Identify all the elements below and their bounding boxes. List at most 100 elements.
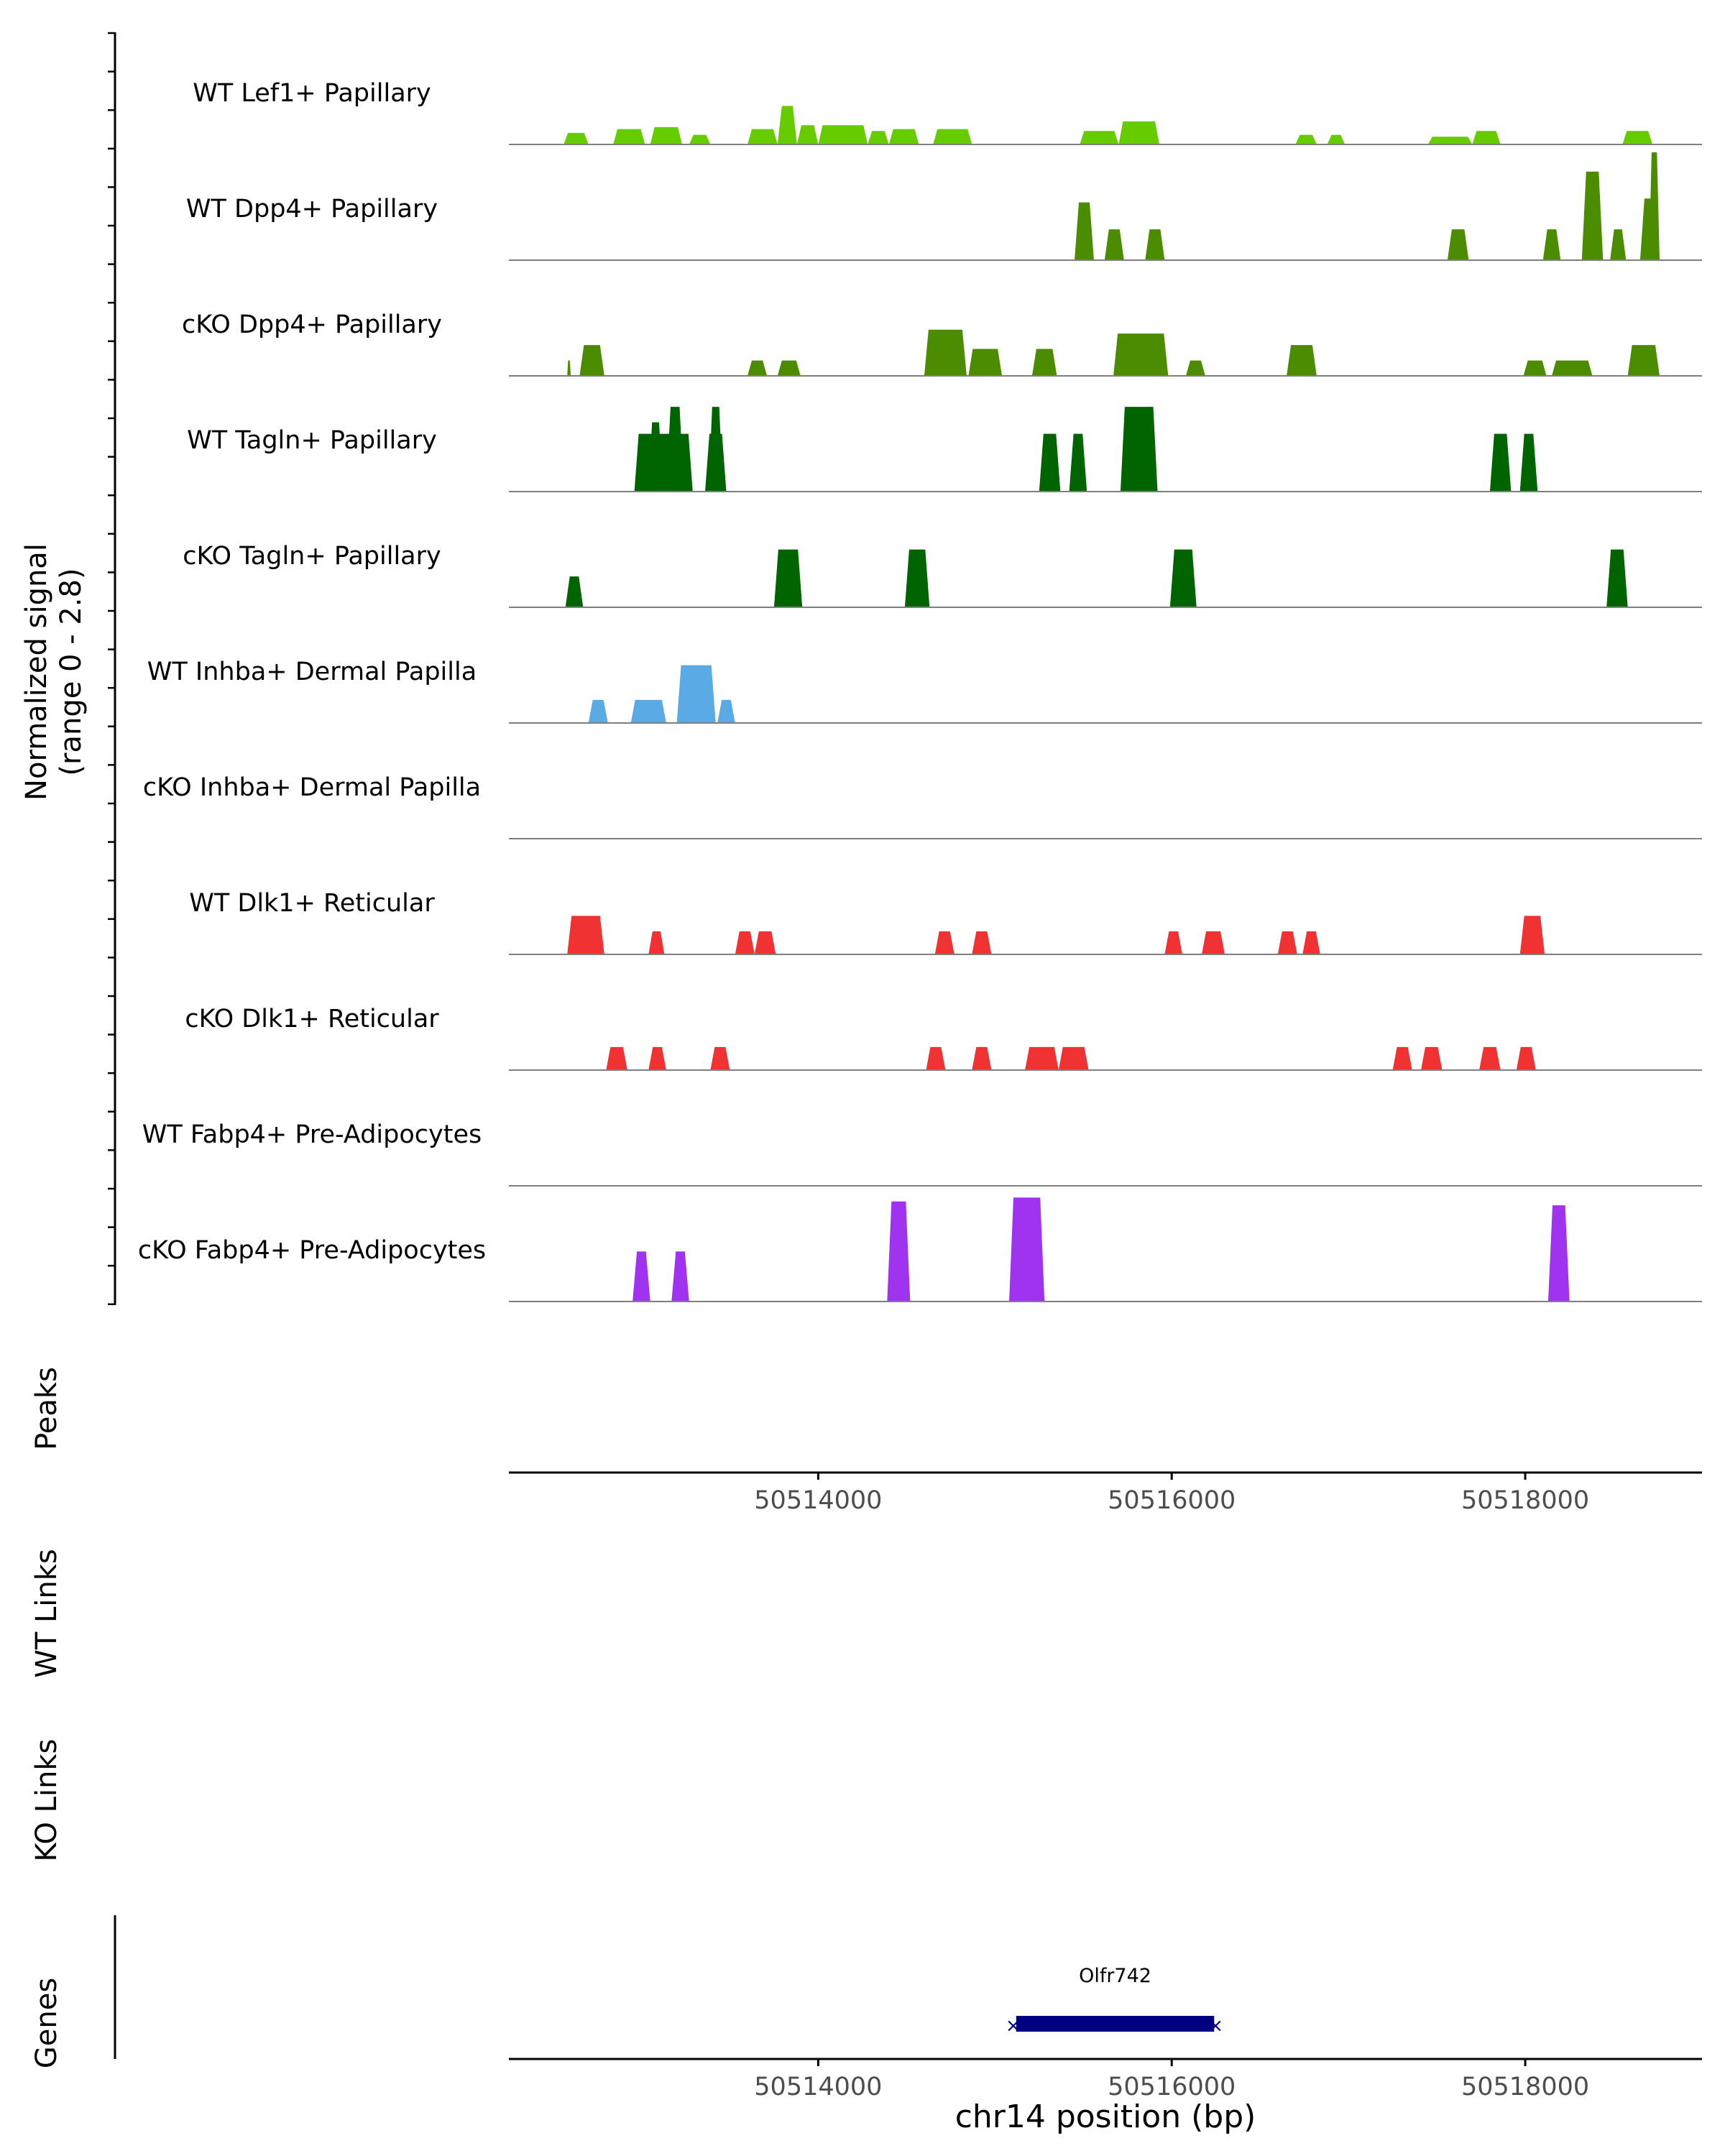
track-3: WT Tagln+ Papillary (187, 407, 1702, 492)
track-1: WT Dpp4+ Papillary (186, 152, 1702, 261)
signal-peak (632, 1251, 650, 1302)
gene-strand-marker: × (1208, 2015, 1223, 2037)
signal-peak (972, 1046, 992, 1070)
signal-peak (777, 360, 801, 376)
signal-peak (1606, 549, 1628, 607)
signal-peak (613, 129, 645, 144)
signal-peak (818, 125, 868, 144)
signal-peak (564, 132, 589, 144)
signal-peak (1277, 931, 1297, 954)
track-label: cKO Dlk1+ Reticular (185, 1005, 439, 1033)
track-4: cKO Tagln+ Papillary (183, 542, 1702, 608)
track-label: WT Tagln+ Papillary (187, 426, 437, 455)
track-label: cKO Tagln+ Papillary (183, 542, 441, 571)
signal-peak (1009, 1197, 1045, 1302)
x-tick-label: 50516000 (1108, 2073, 1236, 2101)
track-5: WT Inhba+ Dermal Papilla (147, 658, 1702, 724)
signal-axis (108, 32, 116, 1306)
signal-peak (1581, 171, 1604, 260)
signal-peak (1447, 229, 1469, 260)
track-label: WT Dpp4+ Papillary (186, 195, 438, 224)
signal-peak (1113, 333, 1169, 376)
signal-peak (748, 360, 768, 376)
signal-peak (1069, 433, 1087, 492)
signal-peak (1649, 152, 1660, 260)
signal-peak (1472, 131, 1501, 144)
signal-peak (968, 349, 1003, 376)
x-tick-label: 50518000 (1461, 2073, 1589, 2101)
signal-peak (773, 549, 803, 607)
signal-peak (1058, 1046, 1089, 1070)
signal-peak (708, 407, 723, 492)
signal-peak (710, 1046, 730, 1070)
signal-peak (1169, 549, 1197, 607)
wt-links-panel-label: WT Links (30, 1549, 63, 1677)
signal-peak (1542, 229, 1561, 260)
track-10: cKO Fabp4+ Pre-Adipocytes (138, 1197, 1702, 1302)
signal-peak (777, 106, 797, 144)
signal-peak (648, 931, 665, 954)
track-9: WT Fabp4+ Pre-Adipocytes (142, 1120, 1702, 1187)
signal-peak (717, 699, 735, 723)
x-tick-label: 50518000 (1461, 1486, 1589, 1515)
signal-peak (1622, 131, 1653, 144)
signal-peak (1552, 360, 1593, 376)
x-tick-label: 50514000 (754, 1486, 882, 1515)
track-0: WT Lef1+ Papillary (193, 79, 1702, 145)
track-label: WT Fabp4+ Pre-Adipocytes (142, 1120, 482, 1149)
signal-peak (648, 1046, 666, 1070)
signal-peak (754, 931, 776, 954)
peaks-x-axis-ticks: 50514000 50516000 50518000 (754, 1473, 1589, 1515)
track-label: cKO Fabp4+ Pre-Adipocytes (138, 1236, 486, 1265)
signal-peak (1104, 229, 1124, 260)
genes-panel-label: Genes (30, 1978, 63, 2068)
x-tick-label: 50514000 (754, 2073, 882, 2101)
signal-peak (1287, 345, 1317, 376)
signal-peak (1421, 1046, 1443, 1070)
signal-peak (1327, 134, 1346, 144)
signal-peak (1075, 202, 1094, 260)
signal-peak (887, 1201, 911, 1302)
track-7: WT Dlk1+ Reticular (189, 889, 1702, 955)
gene-track: × × Olfr742 (1006, 1965, 1223, 2037)
signal-peak (934, 931, 954, 954)
signal-peak (648, 422, 663, 492)
signal-peak (1031, 349, 1057, 376)
signal-peak (565, 576, 584, 607)
signal-peak (926, 1046, 946, 1070)
signal-peak (1145, 229, 1165, 260)
signal-peak (579, 345, 604, 376)
y-axis-label-line2: (range 0 - 2.8) (55, 568, 88, 775)
signal-peak (588, 699, 608, 723)
signal-peak (1118, 121, 1159, 144)
signal-peak (924, 329, 967, 376)
track-label: WT Dlk1+ Reticular (189, 889, 435, 918)
track-2: cKO Dpp4+ Papillary (182, 310, 1702, 377)
signal-peak (933, 129, 972, 144)
signal-peak (606, 1046, 627, 1070)
signal-peak (1479, 1046, 1501, 1070)
signal-peak (1025, 1046, 1059, 1070)
signal-peak (1302, 931, 1320, 954)
signal-peak (630, 699, 666, 723)
track-label: cKO Inhba+ Dermal Papilla (143, 773, 481, 802)
signal-peak (634, 433, 693, 492)
gene-label: Olfr742 (1079, 1965, 1151, 1987)
signal-peak (735, 931, 755, 954)
track-label: cKO Dpp4+ Papillary (182, 310, 442, 339)
genes-x-axis-ticks: 50514000 50516000 50518000 (754, 2059, 1589, 2101)
signal-peak (1523, 360, 1547, 376)
signal-peak (1489, 433, 1512, 492)
track-8: cKO Dlk1+ Reticular (185, 1005, 1702, 1071)
signal-peak (1039, 433, 1061, 492)
signal-peak (567, 916, 604, 954)
track-label: WT Inhba+ Dermal Papilla (147, 658, 477, 686)
signal-peak (650, 126, 682, 144)
signal-peak (676, 665, 716, 723)
signal-peak (1185, 360, 1205, 376)
signal-peak (868, 131, 889, 144)
signal-peak (1519, 433, 1538, 492)
signal-peak (1610, 229, 1627, 260)
signal-peak (1427, 137, 1473, 144)
